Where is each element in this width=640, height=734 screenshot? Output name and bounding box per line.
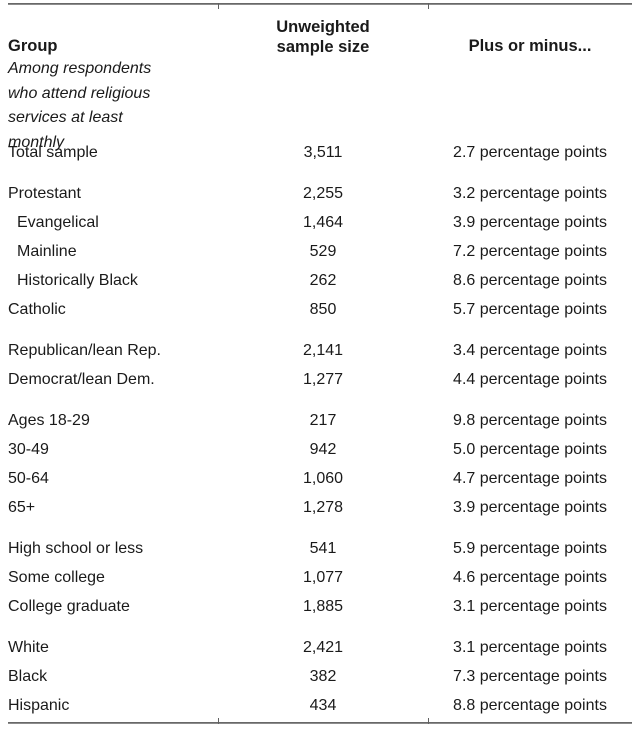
margin-cell: 3.1 percentage points (453, 638, 607, 656)
sample-size-cell: 1,277 (302, 370, 344, 388)
table-row: Catholic 850 5.7 percentage points (8, 295, 632, 324)
column-header-sample-size-line1: Unweighted (276, 18, 370, 36)
column-header-sample-size-line2: sample size (276, 38, 370, 56)
sample-size-cell: 262 (309, 271, 337, 289)
table-section: Republican/lean Rep. 2,141 3.4 percentage … (8, 336, 632, 394)
group-cell: Total sample (8, 143, 98, 161)
table-row: 65+ 1,278 3.9 percentage points (8, 493, 632, 522)
margin-cell: 8.8 percentage points (453, 696, 607, 714)
sample-size-cell: 382 (309, 667, 337, 685)
table-header: Group Among respondents who attend relig… (8, 0, 632, 151)
group-cell: White (8, 638, 49, 656)
table-section: Ages 18-29 217 9.8 percentage points 30-49 9… (8, 406, 632, 522)
margin-cell: 3.9 percentage points (453, 498, 607, 516)
sample-size-cell: 217 (309, 411, 337, 429)
margin-cell: 8.6 percentage points (453, 271, 607, 289)
sample-size-cell: 850 (309, 300, 337, 318)
margin-cell: 4.6 percentage points (453, 568, 607, 586)
top-rule (8, 3, 632, 9)
sample-size-cell: 1,060 (302, 469, 344, 487)
table-section: Total sample 3,511 2.7 percentage points (8, 138, 632, 167)
table-row: Republican/lean Rep. 2,141 3.4 percentage … (8, 336, 632, 365)
sample-size-cell: 2,141 (302, 341, 344, 359)
group-cell: Evangelical (17, 213, 99, 231)
group-cell: College graduate (8, 597, 130, 615)
column-header-margin: Plus or minus... (468, 37, 592, 55)
group-cell: Black (8, 667, 48, 685)
margin-cell: 3.9 percentage points (453, 213, 607, 231)
column-divider-tick (218, 718, 219, 724)
table-row: Total sample 3,511 2.7 percentage points (8, 138, 632, 167)
table-row: Hispanic 434 8.8 percentage points (8, 691, 632, 720)
sample-size-cell: 434 (309, 696, 337, 714)
group-cell: Mainline (17, 242, 77, 260)
table-row: Some college 1,077 4.6 percentage points (8, 563, 632, 592)
group-cell: Some college (8, 568, 105, 586)
margin-cell: 2.7 percentage points (453, 143, 607, 161)
margin-cell: 3.2 percentage points (453, 184, 607, 202)
sample-size-cell: 3,511 (303, 143, 343, 161)
table-subtitle: Among respondents who attend religious s… (8, 60, 152, 151)
group-cell: 30-49 (8, 440, 49, 458)
column-divider-tick (218, 3, 219, 9)
group-cell: Catholic (8, 300, 66, 318)
table-row: Democrat/lean Dem. 1,277 4.4 percentage po… (8, 365, 632, 394)
table-row: Historically Black 262 8.6 percentage poin… (8, 266, 632, 295)
group-cell: Historically Black (17, 271, 138, 289)
column-divider-tick (428, 718, 429, 724)
margin-cell: 7.2 percentage points (453, 242, 607, 260)
table-row: Protestant 2,255 3.2 percentage points (8, 179, 632, 208)
group-cell: Protestant (8, 184, 81, 202)
column-divider-tick (428, 3, 429, 9)
sample-size-cell: 2,255 (302, 184, 344, 202)
column-header-sample-size: Unweighted sample size (218, 17, 428, 57)
sample-size-cell: 942 (309, 440, 337, 458)
table-row: 30-49 942 5.0 percentage points (8, 435, 632, 464)
table-row: High school or less 541 5.9 percentage poi… (8, 534, 632, 563)
table-row: Black 382 7.3 percentage points (8, 662, 632, 691)
table-row: Mainline 529 7.2 percentage points (8, 237, 632, 266)
margin-cell: 5.0 percentage points (453, 440, 607, 458)
table-body: Total sample 3,511 2.7 percentage points Pr… (8, 138, 632, 720)
margin-cell: 3.4 percentage points (453, 341, 607, 359)
column-header-group: Group (8, 37, 58, 55)
group-cell: Hispanic (8, 696, 70, 714)
group-cell: Democrat/lean Dem. (8, 370, 155, 388)
sample-size-cell: 1,464 (302, 213, 344, 231)
table-row: College graduate 1,885 3.1 percentage poin… (8, 592, 632, 621)
table-row: Ages 18-29 217 9.8 percentage points (8, 406, 632, 435)
group-cell: 50-64 (8, 469, 49, 487)
sample-size-cell: 1,885 (302, 597, 344, 615)
table-row: Evangelical 1,464 3.9 percentage points (8, 208, 632, 237)
group-cell: Ages 18-29 (8, 411, 90, 429)
table-section: High school or less 541 5.9 percentage poi… (8, 534, 632, 621)
table-row: 50-64 1,060 4.7 percentage points (8, 464, 632, 493)
margin-cell: 3.1 percentage points (453, 597, 607, 615)
margin-cell: 4.4 percentage points (453, 370, 607, 388)
margin-cell: 5.9 percentage points (453, 539, 607, 557)
sample-size-cell: 541 (309, 539, 337, 557)
sample-size-cell: 1,077 (302, 568, 344, 586)
group-cell: 65+ (8, 498, 36, 516)
margin-cell: 9.8 percentage points (453, 411, 607, 429)
bottom-rule (8, 718, 632, 724)
group-cell: High school or less (8, 539, 144, 557)
table-section: Protestant 2,255 3.2 percentage points Evan… (8, 179, 632, 324)
table-section: White 2,421 3.1 percentage points Black 382 7… (8, 633, 632, 720)
sample-size-cell: 529 (309, 242, 337, 260)
sample-size-cell: 2,421 (302, 638, 344, 656)
margin-cell: 7.3 percentage points (453, 667, 607, 685)
margin-cell: 5.7 percentage points (453, 300, 607, 318)
sample-size-cell: 1,278 (302, 498, 344, 516)
table-row: White 2,421 3.1 percentage points (8, 633, 632, 662)
margin-cell: 4.7 percentage points (453, 469, 607, 487)
group-cell: Republican/lean Rep. (8, 341, 161, 359)
